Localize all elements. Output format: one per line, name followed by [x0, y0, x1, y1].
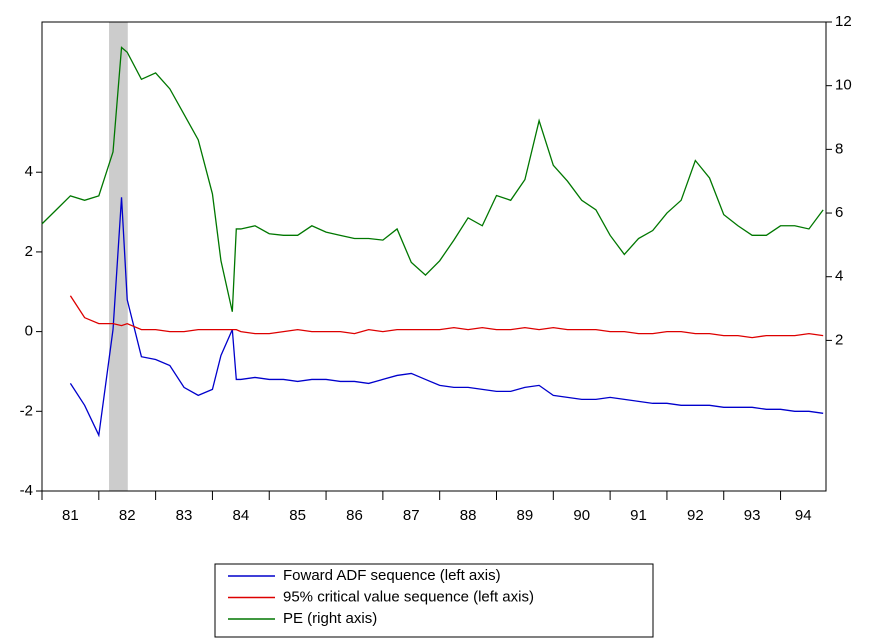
x-tick-label: 85: [289, 507, 306, 524]
x-tick-label: 86: [346, 507, 363, 524]
y-tick-label: 0: [25, 323, 33, 340]
y-tick-label: -2: [20, 402, 33, 419]
legend-label: 95% critical value sequence (left axis): [283, 588, 534, 605]
y2-tick-label: 2: [835, 331, 843, 348]
x-tick-label: 84: [232, 507, 249, 524]
legend-label: PE (right axis): [283, 610, 377, 627]
x-tick-label: 81: [62, 507, 79, 524]
x-tick-label: 94: [795, 507, 812, 524]
y2-tick-label: 8: [835, 140, 843, 157]
series-line: [69, 295, 824, 339]
x-tick-label: 89: [517, 507, 534, 524]
series-line: [69, 197, 824, 438]
y2-tick-label: 4: [835, 268, 843, 285]
x-tick-label: 93: [744, 507, 761, 524]
plot-frame: [41, 21, 827, 492]
x-tick-label: 88: [460, 507, 477, 524]
x-tick-label: 83: [176, 507, 193, 524]
y-tick-label: 2: [25, 243, 33, 260]
x-tick-label: 90: [573, 507, 590, 524]
legend-box: [214, 563, 654, 638]
y2-tick-label: 12: [835, 13, 852, 30]
x-tick-label: 87: [403, 507, 420, 524]
x-tick-label: 82: [119, 507, 136, 524]
y-tick-label: -4: [20, 482, 33, 499]
y2-tick-label: 6: [835, 204, 843, 221]
series-line: [41, 46, 824, 312]
x-tick-label: 91: [630, 507, 647, 524]
x-tick-label: 92: [687, 507, 704, 524]
y-tick-label: 4: [25, 163, 33, 180]
y2-tick-label: 10: [835, 77, 852, 94]
legend-label: Foward ADF sequence (left axis): [283, 567, 501, 584]
